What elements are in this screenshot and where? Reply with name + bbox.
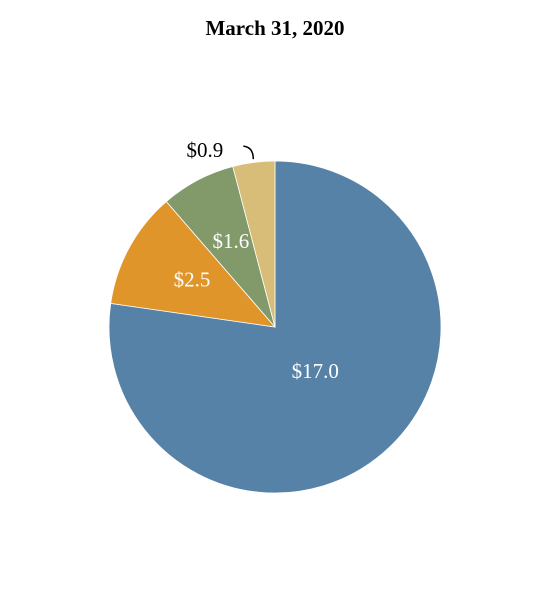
data-label: $0.9: [187, 138, 224, 162]
data-label: $17.0: [292, 359, 339, 383]
pie-slice: [108, 160, 442, 494]
data-label: $1.6: [212, 229, 249, 253]
data-label: $2.5: [174, 267, 211, 291]
pie-slice: [232, 160, 276, 328]
pie-slice: [110, 200, 277, 328]
leader-line: [243, 145, 255, 160]
chart-title: March 31, 2020: [205, 16, 344, 40]
